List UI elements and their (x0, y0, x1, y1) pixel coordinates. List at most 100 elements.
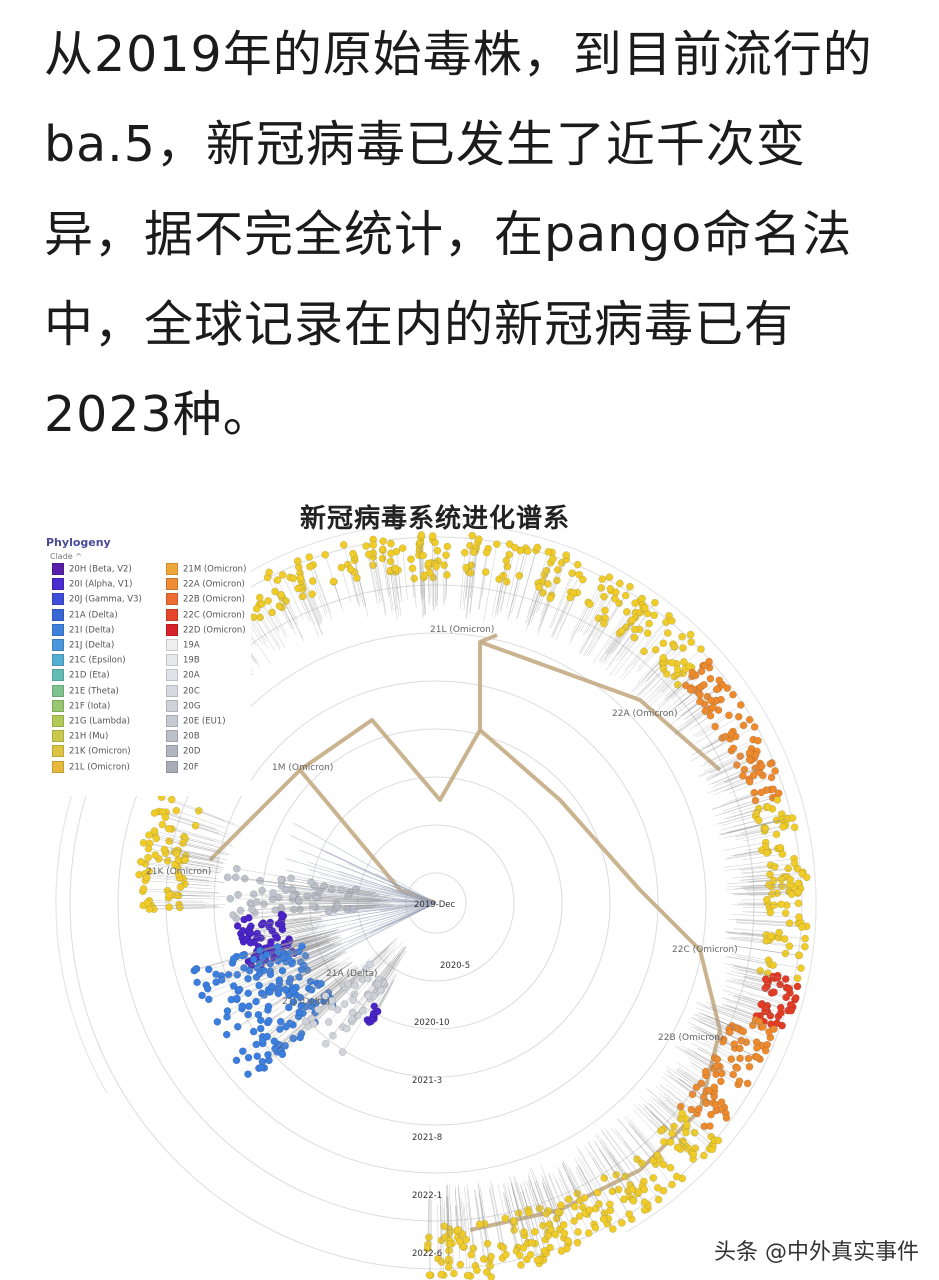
tree-leaf (734, 712, 743, 721)
tree-branch (447, 1185, 450, 1234)
tree-branch (368, 959, 395, 996)
tree-branch (427, 1199, 430, 1249)
tree-branch (174, 851, 221, 862)
tree-branch (445, 574, 448, 598)
tree-leaf (232, 1056, 241, 1065)
tree-branch (674, 1079, 707, 1104)
tree-leaf (321, 1039, 330, 1048)
tree-leaf (309, 1020, 318, 1028)
tree-branch (706, 1001, 760, 1022)
tree-branch (432, 536, 434, 599)
tree-branch (609, 623, 650, 676)
tree-branch (642, 646, 675, 681)
tree-leaf (706, 1122, 714, 1130)
tree-branch (215, 937, 330, 975)
tree-branch (256, 901, 373, 903)
tree-branch (740, 866, 775, 871)
tree-branch (516, 547, 538, 619)
tree-leaf (337, 563, 346, 572)
tree-branch (250, 928, 318, 944)
tree-branch (610, 1151, 639, 1193)
tree-branch (562, 1161, 596, 1228)
tree-leaf (445, 1240, 454, 1249)
tree-branch (259, 929, 336, 951)
tree-branch (162, 811, 216, 830)
tree-branch (743, 868, 798, 874)
tree-leaf (696, 690, 704, 699)
tree-branch (328, 885, 437, 904)
tree-branch (507, 548, 527, 621)
time-ring (213, 680, 659, 1126)
tree-branch (294, 902, 437, 933)
tree-leaf (770, 901, 778, 910)
legend-item: 21M (Omicron) (166, 563, 246, 577)
tree-branch (362, 949, 405, 1011)
tree-branch (313, 950, 388, 1025)
tree-branch (151, 904, 219, 907)
tree-leaf (432, 562, 441, 571)
tree-leaf (686, 630, 695, 639)
tree-branch (312, 564, 332, 614)
tree-branch (179, 906, 219, 908)
tree-leaf (520, 1228, 528, 1236)
tree-branch (524, 1188, 545, 1251)
tree-branch (373, 544, 386, 616)
tree-branch (534, 1181, 547, 1214)
tree-branch (734, 886, 772, 889)
tree-branch (291, 943, 341, 964)
tree-leaf (249, 1027, 258, 1036)
tree-branch (288, 962, 353, 1008)
tree-branch (309, 566, 328, 613)
tree-branch (529, 1179, 540, 1209)
tree-branch (723, 808, 759, 820)
tree-branch (617, 1118, 654, 1161)
tree-branch (527, 586, 540, 623)
tree-branch (676, 1062, 715, 1088)
tree-branch (335, 902, 437, 912)
tree-leaf (297, 1001, 306, 1010)
tree-leaf (437, 1270, 445, 1279)
legend-item: 21F (Iota) (52, 699, 110, 714)
tree-branch (605, 633, 620, 655)
tree-branch (746, 993, 793, 1008)
tree-branch (537, 583, 549, 612)
tree-leaf (160, 845, 169, 854)
tree-leaf (364, 550, 373, 559)
tree-branch (734, 892, 798, 896)
tree-leaf (442, 551, 450, 560)
tree-branch (645, 667, 692, 710)
tree-leaf (551, 1230, 560, 1239)
tree-branch (478, 548, 489, 610)
tree-branch (629, 1121, 671, 1168)
tree-branch (731, 970, 766, 980)
tree-branch (625, 1129, 673, 1185)
tree-branch (448, 1184, 453, 1244)
tree-branch (660, 1075, 712, 1115)
tree-leaf (793, 974, 802, 983)
tree-branch (281, 879, 374, 894)
tree-leaf (621, 591, 630, 600)
tree-branch (300, 577, 321, 625)
tree-leaf (745, 748, 754, 757)
tree-leaf (745, 777, 754, 786)
tree-branch (292, 964, 333, 989)
tree-branch (579, 592, 617, 655)
legend-swatch (52, 684, 64, 697)
tree-branch (176, 853, 214, 861)
tree-leaf (222, 1030, 231, 1039)
tree-branch (367, 948, 395, 979)
tree-branch (506, 550, 521, 609)
tree-leaf (229, 955, 238, 963)
tree-leaf (419, 551, 427, 560)
tree-branch (633, 1104, 671, 1143)
tree-leaf (761, 1046, 770, 1055)
tree-leaf (328, 996, 336, 1005)
tree-leaf (779, 822, 787, 831)
legend-label: 20C (183, 686, 200, 697)
legend-item: 19B (166, 654, 200, 668)
date-tick-label: 2022-1 (412, 1191, 442, 1201)
tree-branch (372, 552, 383, 602)
tree-leaf (785, 942, 794, 950)
tree-leaf (745, 715, 754, 724)
tree-leaf (564, 1237, 573, 1245)
